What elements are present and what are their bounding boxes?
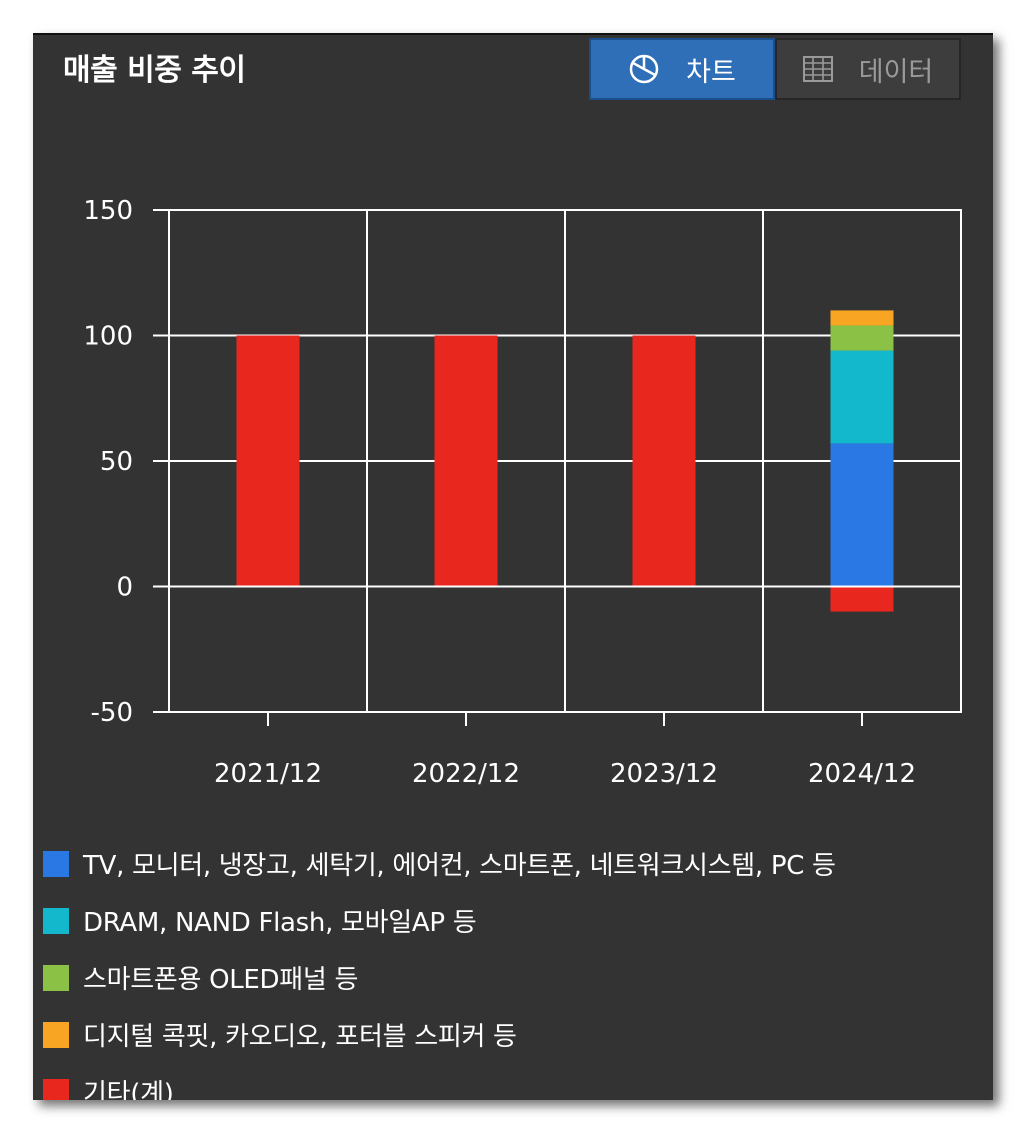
y-tick-label: -50 [91, 698, 133, 728]
bar-segment [830, 325, 894, 351]
legend-label: DRAM, NAND Flash, 모바일AP 등 [83, 908, 477, 938]
bar-segment [632, 335, 696, 587]
legend-item: 기타(계) [43, 1063, 836, 1100]
stacked-bar-chart: 150 100 50 0 -50 2021/12 2022/12 2023/12 2024/12 [83, 196, 962, 789]
x-tick-label: 2022/12 [412, 759, 520, 789]
legend-swatch [43, 907, 69, 934]
x-tick-label: 2021/12 [214, 759, 322, 789]
bar-segment [830, 586, 894, 612]
tab-chart[interactable]: 차트 [589, 38, 775, 100]
chart-panel: 매출 비중 추이 차트 데이터 150 100 50 0 -50 2021/12 2022/… [33, 33, 993, 1100]
x-tick-label: 2023/12 [610, 759, 718, 789]
legend-swatch [43, 850, 69, 877]
tab-data-label: 데이터 [858, 56, 934, 88]
bar-segment [236, 335, 300, 587]
legend-item: DRAM, NAND Flash, 모바일AP 등 [43, 892, 836, 949]
legend-item: 스마트폰용 OLED패널 등 [43, 949, 836, 1006]
legend-swatch [43, 964, 69, 991]
legend-label: 기타(계) [83, 1079, 174, 1100]
y-tick-label: 50 [100, 447, 133, 477]
view-tabs: 차트 데이터 [589, 38, 961, 102]
bar-segment [434, 335, 498, 587]
bar-segment [830, 443, 894, 587]
pie-chart-icon [628, 53, 660, 85]
tab-chart-label: 차트 [686, 56, 736, 88]
y-tick-label: 150 [83, 196, 133, 226]
legend-item: TV, 모니터, 냉장고, 세탁기, 에어컨, 스마트폰, 네트워크시스템, P… [43, 835, 836, 892]
x-tick-label: 2024/12 [808, 759, 916, 789]
tab-data[interactable]: 데이터 [775, 38, 961, 100]
y-tick-label: 100 [83, 322, 133, 352]
legend-swatch [43, 1021, 69, 1048]
legend-swatch [43, 1078, 69, 1100]
legend-label: TV, 모니터, 냉장고, 세탁기, 에어컨, 스마트폰, 네트워크시스템, P… [83, 851, 836, 881]
bar-segment [830, 310, 894, 326]
y-tick-label: 0 [116, 573, 133, 603]
legend-label: 스마트폰용 OLED패널 등 [83, 965, 359, 995]
bar-segment [830, 350, 894, 444]
legend-label: 디지털 콕핏, 카오디오, 포터블 스피커 등 [83, 1022, 517, 1052]
page-title: 매출 비중 추이 [63, 53, 246, 88]
chart-legend: TV, 모니터, 냉장고, 세탁기, 에어컨, 스마트폰, 네트워크시스템, P… [43, 835, 836, 1100]
table-grid-icon [802, 56, 833, 82]
legend-item: 디지털 콕핏, 카오디오, 포터블 스피커 등 [43, 1006, 836, 1063]
